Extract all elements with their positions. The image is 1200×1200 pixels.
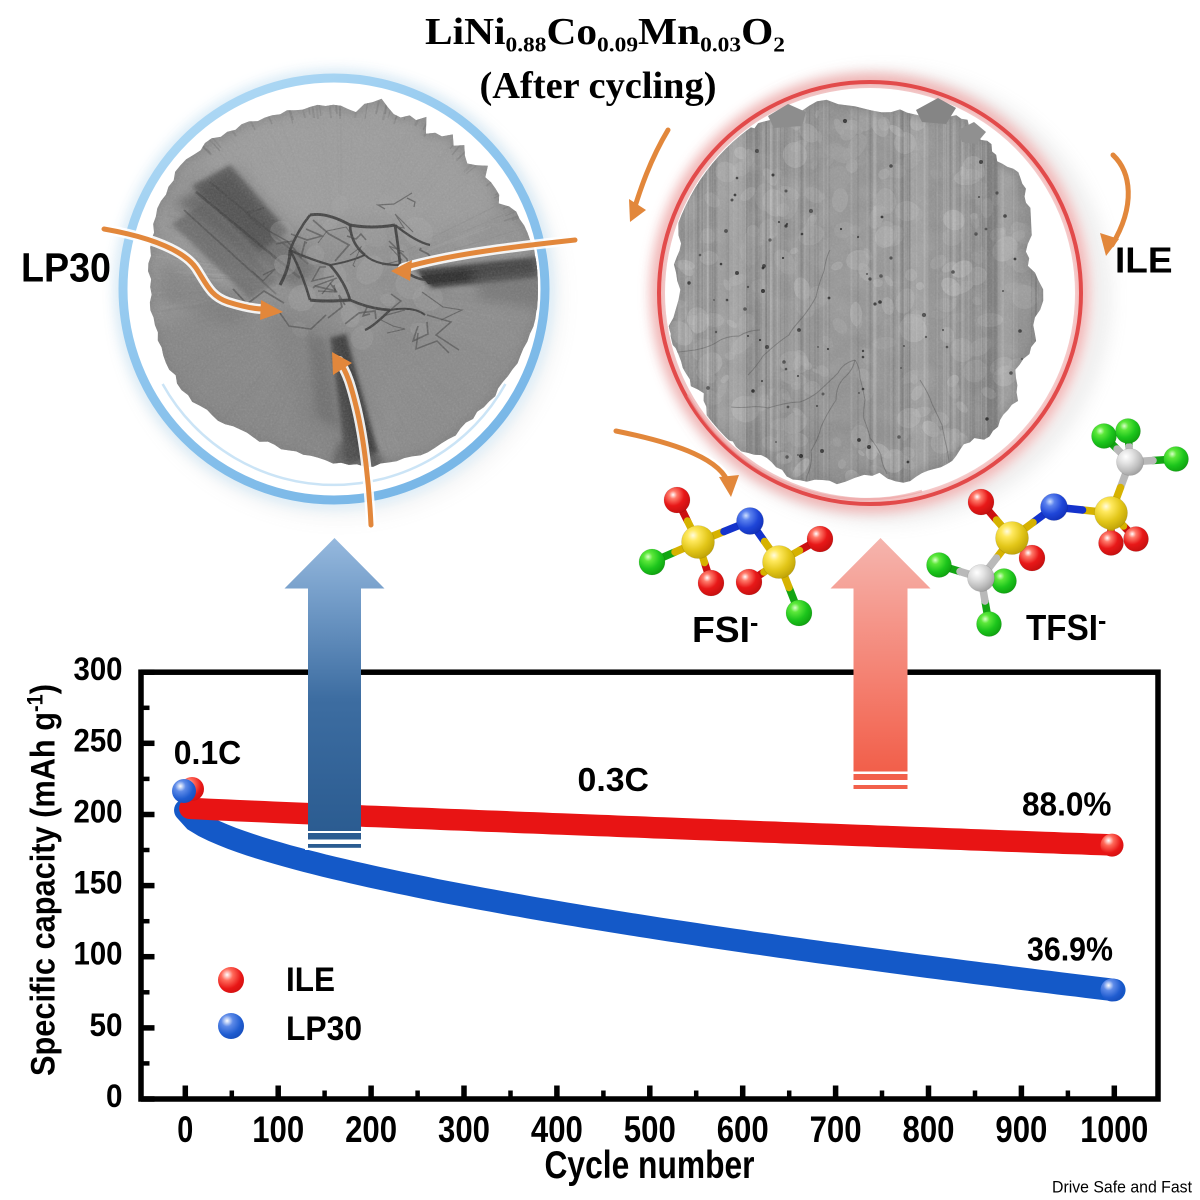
svg-text:Drive Safe and Fast: Drive Safe and Fast xyxy=(1052,1178,1192,1197)
svg-text:ILE: ILE xyxy=(286,961,335,999)
svg-text:250: 250 xyxy=(74,722,123,758)
svg-text:500: 500 xyxy=(624,1109,676,1150)
svg-text:FSI-: FSI- xyxy=(692,609,758,650)
svg-text:150: 150 xyxy=(74,865,123,901)
svg-text:300: 300 xyxy=(438,1109,490,1150)
svg-text:0.3C: 0.3C xyxy=(578,761,650,798)
svg-text:ILE: ILE xyxy=(1115,240,1173,281)
svg-text:Cycle number: Cycle number xyxy=(545,1144,755,1187)
svg-text:Specific capacity (mAh g-1): Specific capacity (mAh g-1) xyxy=(23,684,63,1076)
svg-text:100: 100 xyxy=(252,1109,304,1150)
svg-text:LP30: LP30 xyxy=(286,1010,362,1048)
svg-text:(After cycling): (After cycling) xyxy=(480,65,717,107)
svg-text:88.0%: 88.0% xyxy=(1022,786,1112,823)
svg-text:TFSI-: TFSI- xyxy=(1026,607,1106,648)
svg-text:0.1C: 0.1C xyxy=(174,734,242,771)
svg-text:36.9%: 36.9% xyxy=(1027,931,1113,968)
svg-text:LP30: LP30 xyxy=(21,245,111,291)
svg-text:1000: 1000 xyxy=(1080,1109,1148,1150)
svg-text:400: 400 xyxy=(531,1109,583,1150)
svg-text:900: 900 xyxy=(995,1109,1047,1150)
svg-text:200: 200 xyxy=(74,794,123,830)
svg-text:700: 700 xyxy=(810,1109,862,1150)
svg-text:100: 100 xyxy=(74,936,123,972)
svg-text:800: 800 xyxy=(903,1109,955,1150)
svg-text:300: 300 xyxy=(74,651,123,687)
svg-text:600: 600 xyxy=(717,1109,769,1150)
svg-text:0: 0 xyxy=(177,1109,193,1150)
svg-text:0: 0 xyxy=(106,1078,123,1114)
svg-text:50: 50 xyxy=(90,1007,123,1043)
svg-text:200: 200 xyxy=(345,1109,397,1150)
